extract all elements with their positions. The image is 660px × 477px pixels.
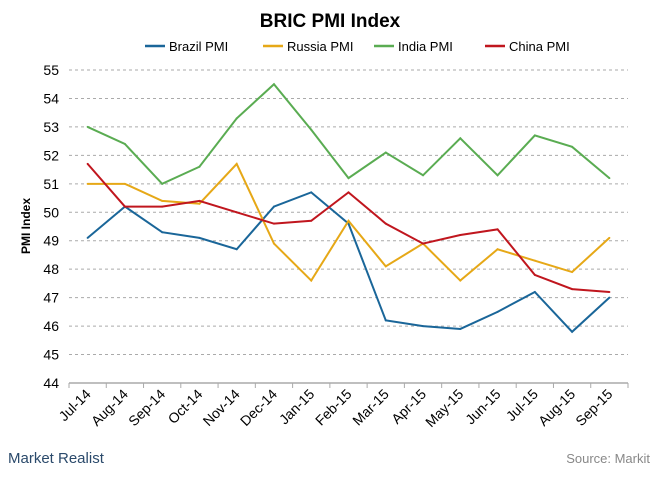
data-point <box>272 222 275 225</box>
data-point <box>161 231 164 234</box>
y-tick-label: 49 <box>43 233 59 249</box>
gridlines <box>69 69 628 356</box>
legend-label: Russia PMI <box>287 39 353 54</box>
data-point <box>571 330 574 333</box>
data-point <box>347 219 350 222</box>
x-tick-label: Nov-14 <box>200 386 243 429</box>
data-point <box>496 248 499 251</box>
legend-label: India PMI <box>398 39 453 54</box>
y-tick-label: 50 <box>43 204 59 220</box>
x-tick-label: May-15 <box>422 386 466 430</box>
source-note: Source: Markit <box>566 451 650 466</box>
x-tick-label: Aug-14 <box>88 386 131 429</box>
data-point <box>608 236 611 239</box>
data-point <box>86 182 89 185</box>
data-point <box>571 271 574 274</box>
data-point <box>422 174 425 177</box>
data-point <box>571 288 574 291</box>
x-tick-label: Jun-15 <box>462 386 504 428</box>
data-point <box>86 236 89 239</box>
y-tick-label: 47 <box>43 290 59 306</box>
data-point <box>496 174 499 177</box>
data-point <box>608 177 611 180</box>
data-point <box>235 248 238 251</box>
x-axis: Jul-14Aug-14Sep-14Oct-14Nov-14Dec-14Jan-… <box>55 382 629 430</box>
data-point <box>198 165 201 168</box>
data-point <box>347 177 350 180</box>
legend-label: China PMI <box>509 39 570 54</box>
y-tick-label: 52 <box>43 147 59 163</box>
x-tick-label: Dec-14 <box>237 386 280 429</box>
y-tick-label: 45 <box>43 347 59 363</box>
data-point <box>347 191 350 194</box>
x-tick-label: Oct-14 <box>165 386 206 427</box>
series-line-india-pmi <box>87 82 611 186</box>
data-point <box>533 259 536 262</box>
data-point <box>422 325 425 328</box>
y-axis-label: PMI Index <box>19 198 33 254</box>
data-point <box>272 205 275 208</box>
data-point <box>533 273 536 276</box>
x-tick-label: Sep-15 <box>572 386 615 429</box>
data-point <box>272 242 275 245</box>
y-tick-label: 51 <box>43 176 59 192</box>
series-lines <box>86 82 611 334</box>
data-point <box>533 290 536 293</box>
data-point <box>310 279 313 282</box>
data-point <box>198 199 201 202</box>
data-point <box>161 205 164 208</box>
data-point <box>384 222 387 225</box>
data-point <box>459 279 462 282</box>
data-point <box>161 182 164 185</box>
data-point <box>496 310 499 313</box>
data-point <box>161 199 164 202</box>
x-tick-label: Jan-15 <box>276 386 318 428</box>
y-tick-label: 54 <box>43 90 59 106</box>
data-point <box>533 134 536 137</box>
data-point <box>235 211 238 214</box>
legend: Brazil PMI Russia PMI India PMI China PMI <box>145 39 570 54</box>
y-tick-label: 53 <box>43 119 59 135</box>
data-point <box>310 128 313 131</box>
data-point <box>384 151 387 154</box>
y-axis: 44 45 46 47 48 49 50 51 52 53 54 55 <box>43 62 59 391</box>
brand-logo: Market Realist <box>8 450 105 467</box>
data-point <box>310 191 313 194</box>
data-point <box>86 125 89 128</box>
data-point <box>235 162 238 165</box>
series-line-brazil-pmi <box>86 191 611 334</box>
y-tick-label: 44 <box>43 375 59 391</box>
data-point <box>384 265 387 268</box>
data-point <box>384 319 387 322</box>
data-point <box>198 236 201 239</box>
x-tick-label: Sep-14 <box>125 386 168 429</box>
legend-label: Brazil PMI <box>169 39 228 54</box>
data-point <box>310 219 313 222</box>
data-point <box>198 202 201 205</box>
data-point <box>123 182 126 185</box>
y-tick-label: 46 <box>43 318 59 334</box>
data-point <box>608 296 611 299</box>
data-point <box>459 137 462 140</box>
data-point <box>459 327 462 330</box>
y-tick-label: 55 <box>43 62 59 78</box>
chart-title: BRIC PMI Index <box>260 11 401 32</box>
data-point <box>272 83 275 86</box>
data-point <box>422 242 425 245</box>
data-point <box>608 290 611 293</box>
data-point <box>123 205 126 208</box>
data-point <box>571 145 574 148</box>
x-tick-label: Feb-15 <box>312 386 355 429</box>
data-point <box>459 234 462 237</box>
data-point <box>235 117 238 120</box>
x-tick-label: Mar-15 <box>349 386 392 429</box>
x-tick-label: Aug-15 <box>535 386 578 429</box>
y-tick-label: 48 <box>43 261 59 277</box>
data-point <box>123 142 126 145</box>
data-point <box>496 228 499 231</box>
data-point <box>86 162 89 165</box>
